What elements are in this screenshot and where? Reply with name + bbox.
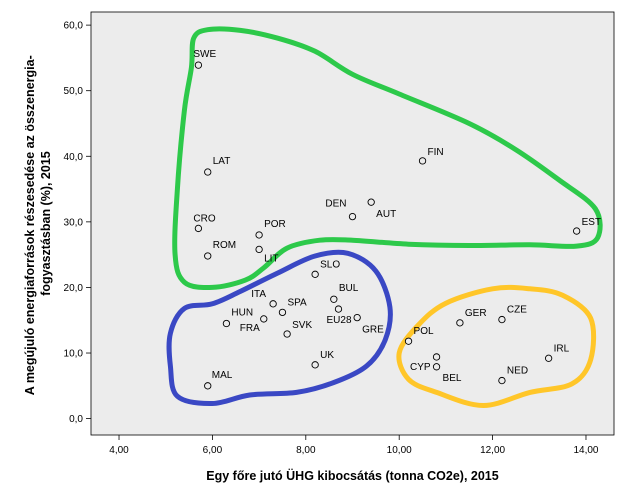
data-point-bel [432,363,441,371]
x-tick-label: 10,00 [387,445,412,456]
data-point-pol [404,337,413,345]
data-point-uk [311,361,319,369]
x-tick-label: 14,00 [573,445,598,456]
data-point-cyp [432,353,441,361]
x-tick-label: 12,00 [480,445,505,456]
y-tick-label: 50,0 [64,86,84,97]
point-label-swe: SWE [193,49,216,60]
y-tick-label: 60,0 [64,21,84,32]
point-label-fin: FIN [428,147,444,158]
point-label-irl: IRL [554,343,570,354]
x-tick-label: 4,00 [109,445,129,456]
point-label-est: EST [582,217,601,228]
point-label-uk: UK [320,350,334,361]
point-label-mal: MAL [212,370,233,381]
cluster-outline-1 [172,26,603,291]
data-point-est [572,227,581,235]
point-label-rom: ROM [213,240,236,251]
data-point-ger [456,319,464,327]
x-tick-label: 6,00 [203,445,223,456]
data-point-den [348,212,357,221]
x-axis-title: Egy főre jutó ÜHG kibocsátás (tonna CO2e… [206,468,498,483]
data-point-ned [498,376,506,385]
point-label-bul: BUL [339,283,359,294]
point-label-fra: FRA [240,323,260,334]
data-point-irl [544,354,553,362]
data-point-spa [278,308,287,317]
x-tick-label: 8,00 [296,445,316,456]
point-label-cze: CZE [507,305,527,316]
point-label-cyp: CYP [410,362,431,373]
data-point-swe [194,61,203,69]
y-axis-title-line-2: fogyasztásban (%), 2015 [39,151,53,296]
point-label-por: POR [264,219,286,230]
data-point-mal [204,382,212,390]
point-label-hun: HUN [231,308,253,319]
y-tick-label: 40,0 [64,152,84,163]
data-point-hun [222,319,231,328]
point-label-ita: ITA [251,289,266,300]
y-axis-title: A megújuló energiaforrások részesedése a… [23,52,53,395]
plot-area [90,11,615,436]
cluster-outline-3 [396,284,597,408]
data-point-aut [367,198,375,206]
y-axis-title-line-1: A megújuló energiaforrások részesedése a… [23,55,37,395]
data-point-cro [194,224,203,233]
point-label-aut: AUT [376,209,396,220]
y-tick-label: 30,0 [64,217,84,228]
data-point-eu28 [334,305,343,313]
data-point-ita [269,300,277,308]
point-label-ned: NED [507,366,528,377]
point-label-svk: SVK [292,320,312,331]
data-point-rom [204,252,212,260]
data-point-cze [498,315,506,324]
y-tick-label: 20,0 [64,283,84,294]
point-label-den: DEN [325,199,346,210]
data-point-slo [311,270,319,278]
cluster-outline-2 [166,249,393,407]
point-label-slo: SLO [320,259,340,270]
point-label-ger: GER [465,308,487,319]
point-label-gre: GRE [362,325,384,336]
data-point-lat [204,168,212,176]
data-point-por [255,231,263,239]
point-label-eu28: EU28 [326,315,351,326]
point-label-lit: LIT [264,253,278,264]
data-point-gre [353,313,361,322]
point-label-lat: LAT [213,156,231,167]
data-point-fra [260,315,268,323]
data-point-fin [418,157,427,165]
data-point-lit [255,245,263,254]
data-point-svk [283,330,291,338]
point-label-pol: POL [414,326,434,337]
point-label-cro: CRO [193,213,215,224]
point-label-spa: SPA [287,297,307,308]
y-tick-label: 0,0 [69,414,83,425]
point-label-bel: BEL [443,373,462,384]
y-tick-label: 10,0 [64,349,84,360]
data-point-bul [330,295,338,303]
